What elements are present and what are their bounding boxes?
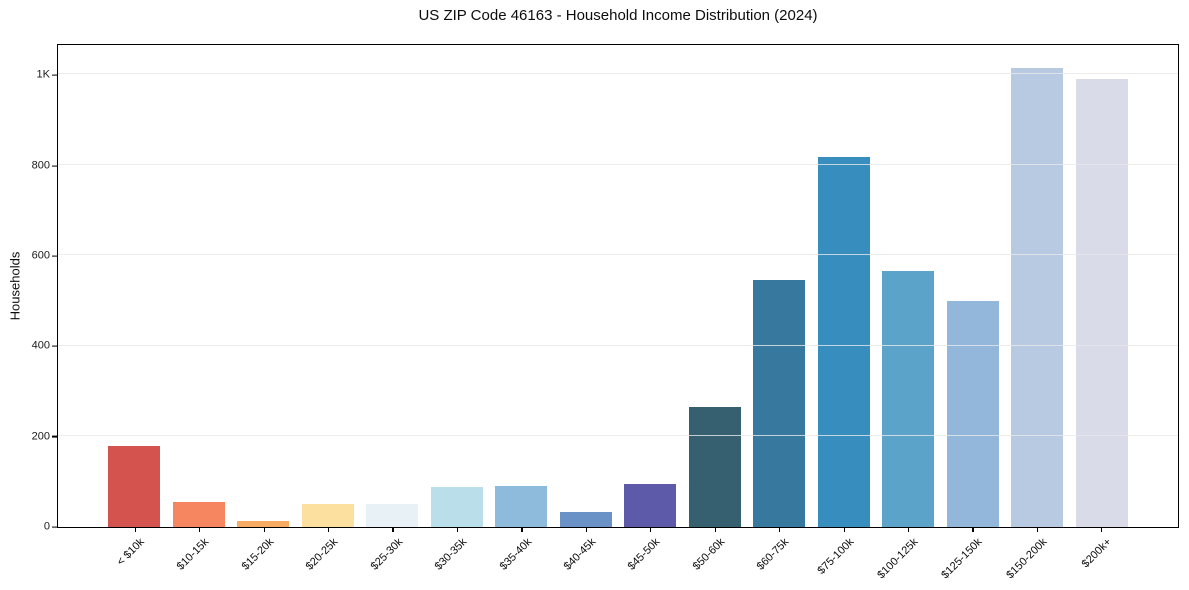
x-tick-slot: $45-50k xyxy=(618,527,682,587)
bar-$30-35k xyxy=(430,487,483,527)
x-tick-slot: $10-15k xyxy=(167,527,231,587)
x-tick-label: $100-125k xyxy=(875,536,921,582)
x-tick-mark xyxy=(328,527,330,532)
x-tick-mark xyxy=(392,527,394,532)
bar-$20-25k xyxy=(301,504,354,527)
x-tick-mark xyxy=(843,527,845,532)
bar-slot xyxy=(683,45,748,527)
y-tick-mark xyxy=(52,255,57,257)
y-tick-label: 1K xyxy=(36,68,50,81)
bar-$10-15k xyxy=(172,502,225,527)
x-tick-label: $125-150k xyxy=(939,536,985,582)
x-tick-slot: $200k+ xyxy=(1069,527,1133,587)
bar-$45-50k xyxy=(624,483,677,527)
x-tick-label: $15-20k xyxy=(239,536,277,573)
bar-slot xyxy=(425,45,490,527)
x-tick-slot: $15-20k xyxy=(231,527,295,587)
bar-slot xyxy=(167,45,232,527)
bar-slot xyxy=(554,45,619,527)
x-tick-label: $25-30k xyxy=(368,536,405,573)
y-tick-mark xyxy=(52,345,57,347)
x-tick-slot: $40-45k xyxy=(554,527,618,587)
x-tick-label: $40-45k xyxy=(561,536,599,573)
y-tick-mark xyxy=(52,526,57,528)
bar-$60-75k xyxy=(753,280,806,527)
x-tick-slot: $20-25k xyxy=(296,527,360,587)
y-tick-label: 800 xyxy=(31,159,50,172)
x-tick-mark xyxy=(456,527,459,532)
x-tick-label: $35-40k xyxy=(497,536,534,573)
x-tick-label: $10-15k xyxy=(175,536,212,573)
x-tick-mark xyxy=(650,527,652,532)
x-tick-slot: $30-35k xyxy=(425,527,489,587)
x-tick-slot: $35-40k xyxy=(489,527,553,587)
y-tick-label: 200 xyxy=(31,430,50,443)
x-tick-label: $150-200k xyxy=(1004,536,1050,582)
x-tick-slot: $125-150k xyxy=(940,527,1004,587)
bar-slot xyxy=(876,45,941,527)
y-tick-label: 400 xyxy=(31,339,50,352)
bar-slot xyxy=(812,45,877,527)
x-tick-label: < $10k xyxy=(115,536,148,569)
bar-$100-125k xyxy=(882,271,935,527)
bar-slot xyxy=(1070,45,1135,527)
bar-slot xyxy=(231,45,296,527)
y-axis-label: Households xyxy=(7,251,23,321)
bar-$15-20k xyxy=(237,521,290,527)
bar-$35-40k xyxy=(495,486,548,527)
x-tick-slot: $50-60k xyxy=(682,527,746,587)
bar-slot xyxy=(360,45,425,527)
x-tick-mark xyxy=(521,527,523,532)
x-tick-slot: $25-30k xyxy=(360,527,424,587)
x-tick-mark xyxy=(714,527,716,532)
bar-$75-100k xyxy=(817,156,870,527)
x-tick-mark xyxy=(134,527,136,532)
bar-slot xyxy=(1005,45,1070,527)
x-tick-slot: $150-200k xyxy=(1004,527,1069,587)
x-tick-mark xyxy=(972,527,974,532)
bar-< $10k xyxy=(108,445,161,527)
x-tick-mark xyxy=(907,527,910,532)
y-tick-mark xyxy=(52,74,57,76)
bar-$40-45k xyxy=(559,512,612,527)
y-tick-label: 0 xyxy=(43,520,50,533)
x-tick-mark xyxy=(199,527,201,532)
bar-slot xyxy=(747,45,812,527)
chart-title: US ZIP Code 46163 - Household Income Dis… xyxy=(418,7,818,24)
x-tick-mark xyxy=(263,527,265,532)
plot-area xyxy=(57,44,1179,528)
x-tick-label: $200k+ xyxy=(1079,536,1114,571)
bar-slot xyxy=(618,45,683,527)
bar-slot xyxy=(296,45,361,527)
y-tick-label: 600 xyxy=(31,249,50,262)
x-tick-label: $75-100k xyxy=(815,536,857,577)
x-tick-label: $60-75k xyxy=(754,536,792,573)
y-tick-mark xyxy=(52,436,57,438)
bar-$125-150k xyxy=(946,300,999,527)
bars-container xyxy=(58,45,1178,527)
x-tick-label: $20-25k xyxy=(303,536,341,573)
x-tick-label: $45-50k xyxy=(626,536,663,573)
x-tick-mark xyxy=(585,527,587,532)
x-tick-label: $50-60k xyxy=(690,536,728,573)
x-tick-slot: $75-100k xyxy=(811,527,875,587)
bar-slot xyxy=(102,45,167,527)
x-tick-label: $30-35k xyxy=(432,536,470,573)
bar-slot xyxy=(489,45,554,527)
y-tick-mark xyxy=(52,165,57,167)
x-tick-mark xyxy=(1101,527,1103,532)
x-tick-mark xyxy=(1036,527,1039,532)
x-tick-slot: $100-125k xyxy=(875,527,940,587)
bar-slot xyxy=(941,45,1006,527)
x-tick-slot: < $10k xyxy=(103,527,167,587)
x-tick-slot: $60-75k xyxy=(747,527,811,587)
bar-$200k+ xyxy=(1075,78,1128,527)
x-tick-mark xyxy=(779,527,781,532)
x-axis-ticks: < $10k $10-15k $15-20k $20-25k $25-30k $30-35… xyxy=(59,527,1178,587)
bar-$25-30k xyxy=(366,504,419,527)
bar-$150-200k xyxy=(1011,67,1064,527)
bar-$50-60k xyxy=(688,407,741,527)
